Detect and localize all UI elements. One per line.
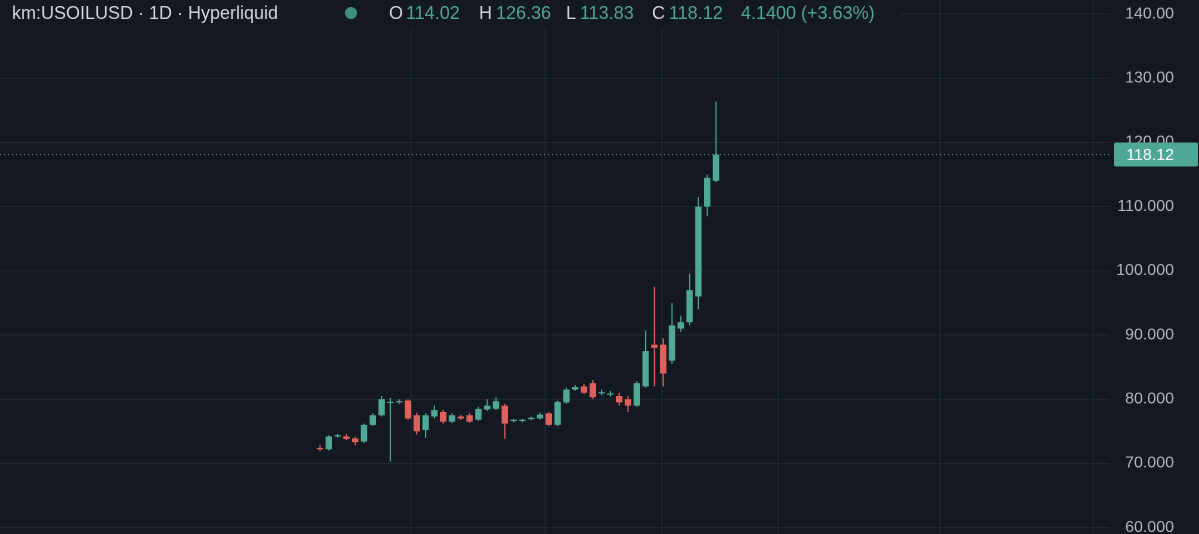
candle-body [475,408,482,420]
last-price-label: 118.12 [1126,147,1174,164]
y-tick-label: 140.00 [1125,5,1174,22]
last-price: 118.12 [0,142,1198,167]
candle-body [316,447,324,450]
y-tick-label: 110.000 [1117,198,1174,215]
candle-body [422,415,429,431]
low-label: L [566,3,576,23]
change-value: 4.1400 (+3.63%) [741,3,875,23]
header-bg [0,0,900,28]
high-label: H [479,3,492,23]
candle-body [334,435,341,437]
y-tick-label: 90.000 [1125,326,1174,343]
candle-body [545,413,552,425]
candle-body [457,416,464,419]
close-label: C [652,3,665,23]
y-tick-label: 70.000 [1125,455,1174,472]
price-grid [0,13,1110,529]
candle-body [598,392,605,394]
status-dot [345,7,357,19]
open-value: 114.02 [406,3,460,23]
candle-body [580,386,588,393]
candle-body [633,383,640,406]
candle-body [484,405,491,410]
candle-body [404,400,412,419]
y-tick-label: 130.00 [1125,70,1174,87]
candle-body [695,206,702,297]
last-price-tag [1114,142,1198,167]
candle-body [572,387,579,390]
close-value: 118.12 [669,3,723,23]
high-value: 126.36 [496,3,551,23]
low-value: 113.83 [580,3,634,23]
candle-body [360,424,368,442]
candle-body [501,405,508,424]
symbol-title: km:USOILUSD · 1D · Hyperliquid [12,3,278,23]
candle-body [589,383,596,398]
candles [316,101,720,462]
candle-body [677,322,684,329]
candle-body [369,415,376,425]
candle-body [387,401,394,404]
y-tick-label: 60.000 [1125,519,1174,534]
candle-body [642,351,649,387]
candle-body [660,344,667,374]
candle-body [343,436,350,440]
candle-body [704,177,711,207]
candle-body [536,414,544,419]
y-tick-label: 80.000 [1125,390,1174,407]
candle-body [492,401,500,409]
y-tick-label: 100.000 [1116,262,1174,279]
candle-body [440,412,447,422]
candle-body [607,393,614,395]
candle-body [413,415,420,432]
candle-body [352,438,359,443]
time-grid [410,0,1094,534]
candle-body [448,415,456,422]
y-axis: 60.00070.00080.00090.000100.000110.00012… [1116,5,1174,534]
candle-body [396,401,403,403]
candle-body [624,399,632,406]
candle-body [528,417,535,420]
candle-body [378,399,385,416]
candle-body [325,436,332,450]
candle-body [686,290,693,323]
candle-body [466,415,473,422]
candle-body [563,389,570,403]
candle-body [668,325,676,361]
candle-body [431,410,438,417]
open-label: O [389,3,403,23]
candle-body [519,419,526,422]
candle-body [554,401,561,425]
candle-body [651,344,658,348]
candle-body [616,396,623,403]
candle-body [712,154,720,181]
candle-body [510,419,517,422]
legend-header: km:USOILUSD · 1D · Hyperliquid O 114.02 … [0,0,900,28]
